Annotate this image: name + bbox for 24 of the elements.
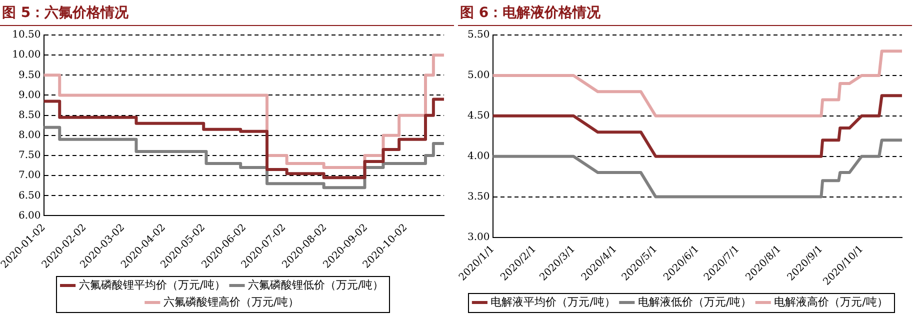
chart-title: 图 5：六氟价格情况 — [0, 0, 454, 26]
y-tick-label: 6.00 — [18, 210, 41, 222]
y-tick-label: 7.50 — [18, 150, 41, 162]
y-tick-label: 8.00 — [18, 130, 41, 142]
y-tick-label: 7.00 — [18, 170, 41, 182]
legend-label: 六氟磷酸锂高价（万元/吨） — [163, 295, 300, 308]
legend-label: 电解液高价（万元/吨） — [774, 295, 888, 308]
y-tick-label: 6.50 — [18, 190, 41, 202]
y-tick-label: 9.50 — [18, 70, 41, 81]
y-tick-label: 3.50 — [467, 191, 490, 202]
y-tick-label: 8.50 — [18, 110, 41, 121]
legend-label: 六氟磷酸锂平均价（万元/吨） — [78, 278, 226, 292]
legend-label: 电解液低价（万元/吨） — [638, 295, 752, 308]
y-tick-label: 10.50 — [12, 30, 41, 41]
legend-label: 电解液平均价（万元/吨） — [490, 295, 616, 308]
y-tick-label: 5.00 — [467, 70, 490, 82]
y-tick-label: 9.00 — [18, 90, 41, 101]
y-tick-label: 10.00 — [12, 50, 41, 61]
y-tick-label: 4.00 — [467, 150, 490, 162]
y-tick-label: 4.50 — [467, 110, 490, 122]
y-tick-label: 5.50 — [467, 30, 490, 41]
chart-title: 图 6：电解液价格情况 — [458, 0, 912, 26]
y-tick-label: 3.00 — [467, 232, 490, 243]
legend-label: 六氟磷酸锂低价（万元/吨） — [248, 278, 384, 292]
